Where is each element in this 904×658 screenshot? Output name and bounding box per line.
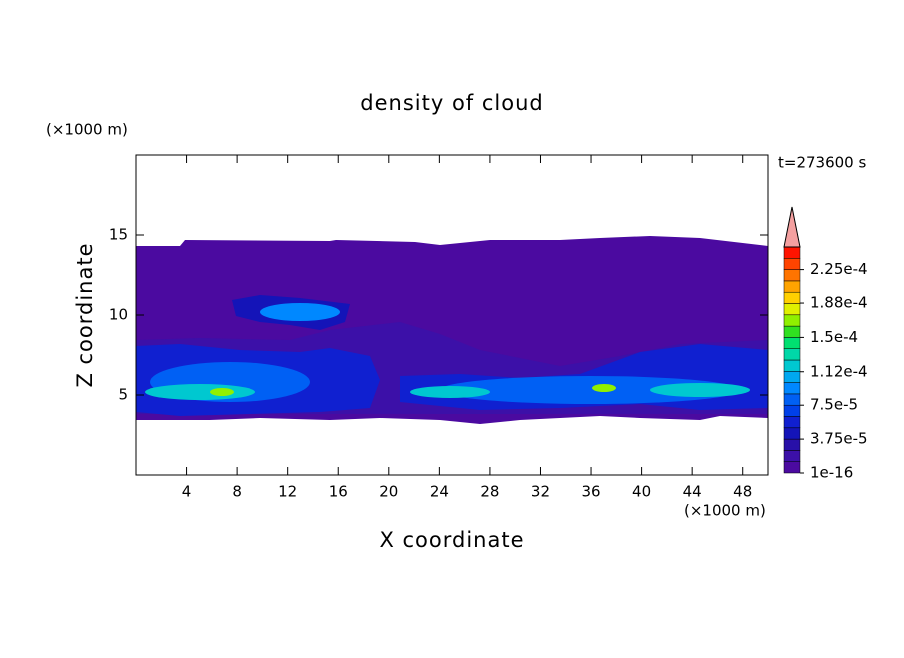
- x-tick-label: 44: [683, 483, 702, 501]
- x-tick-label: 12: [278, 483, 297, 501]
- contour-fill: [650, 383, 750, 397]
- time-label: t=273600 s: [778, 154, 866, 172]
- x-tick-label: 48: [733, 483, 752, 501]
- x-unit: (×1000 m): [684, 502, 766, 520]
- color-band: [783, 337, 801, 349]
- colorbar-tick-label: 3.75e-5: [810, 430, 868, 448]
- color-band: [783, 450, 801, 462]
- colorbar-tick-label: 1.88e-4: [810, 294, 868, 312]
- contour-fill: [440, 376, 740, 404]
- color-band: [783, 258, 801, 270]
- color-band: [783, 404, 801, 417]
- color-band: [783, 269, 801, 282]
- color-band: [783, 416, 801, 429]
- color-band: [783, 382, 801, 395]
- color-band: [783, 246, 801, 259]
- x-tick-label: 4: [182, 483, 192, 501]
- x-axis-label: X coordinate: [379, 528, 524, 552]
- x-tick-label: 32: [531, 483, 550, 501]
- color-band: [783, 371, 801, 383]
- color-band: [783, 280, 801, 293]
- x-tick-label: 24: [430, 483, 449, 501]
- x-tick-label: 8: [232, 483, 242, 501]
- color-band: [783, 314, 801, 327]
- color-band: [783, 438, 801, 451]
- x-tick-label: 40: [632, 483, 651, 501]
- colorbar-tick-label: 2.25e-4: [810, 260, 868, 278]
- y-tick-label: 10: [109, 306, 128, 324]
- color-band: [783, 461, 801, 474]
- color-band: [783, 359, 801, 372]
- x-tick-label: 20: [379, 483, 398, 501]
- color-band: [783, 291, 801, 304]
- color-band: [783, 427, 801, 440]
- y-axis-label: Z coordinate: [73, 242, 97, 387]
- y-unit: (×1000 m): [46, 121, 128, 139]
- contour-fill: [592, 384, 616, 392]
- contour-fill: [210, 388, 234, 396]
- contour-fill: [410, 386, 490, 398]
- color-band: [783, 325, 801, 338]
- x-tick-label: 36: [581, 483, 600, 501]
- chart-title: density of cloud: [360, 91, 543, 115]
- colorbar-tick-label: 7.5e-5: [810, 396, 858, 414]
- x-tick-label: 16: [329, 483, 348, 501]
- y-tick-label: 15: [109, 226, 128, 244]
- contour-fill: [260, 303, 340, 321]
- colorbar-tick-label: 1e-16: [810, 464, 853, 482]
- color-band: [783, 393, 801, 406]
- colorbar-tick-label: 1.5e-4: [810, 328, 858, 346]
- contour-field: [136, 236, 768, 424]
- colorbar-extend: [783, 206, 801, 248]
- contour-fill: [145, 384, 255, 400]
- x-tick-label: 28: [480, 483, 499, 501]
- y-tick-label: 5: [118, 386, 128, 404]
- color-band: [783, 303, 801, 316]
- colorbar-tick-label: 1.12e-4: [810, 362, 868, 380]
- color-band: [783, 348, 801, 361]
